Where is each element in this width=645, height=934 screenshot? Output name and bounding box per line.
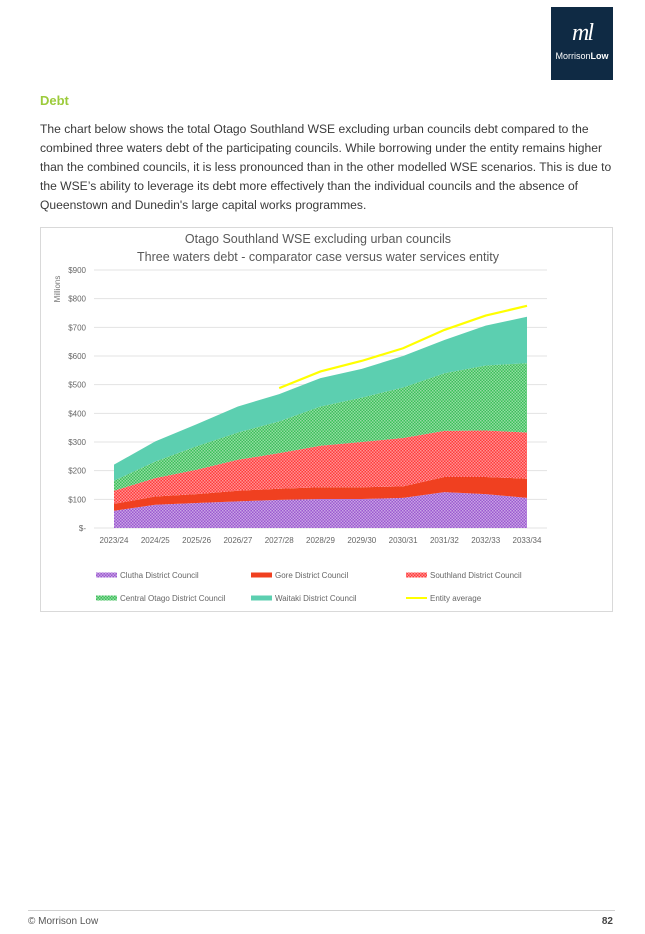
y-tick-label: $500 — [68, 381, 86, 390]
x-tick-label: 2029/30 — [347, 536, 376, 545]
x-tick-label: 2033/34 — [513, 536, 542, 545]
area-central-otago-district-council — [114, 363, 527, 491]
footer-copyright: © Morrison Low — [28, 916, 99, 927]
area-clutha-district-council — [114, 492, 527, 528]
legend-swatch — [96, 595, 117, 601]
chart-frame — [40, 227, 613, 612]
legend-swatch — [406, 572, 427, 578]
x-tick-label: 2032/33 — [471, 536, 500, 545]
legend-item: Southland District Council — [406, 571, 522, 580]
y-tick-label: $400 — [68, 409, 86, 418]
logo-mark: ml — [572, 20, 594, 46]
y-tick-label: $600 — [68, 352, 86, 361]
legend-item: Gore District Council — [251, 571, 349, 580]
legend-label: Waitaki District Council — [275, 594, 357, 603]
y-tick-label: $300 — [68, 438, 86, 447]
chart-subtitle: Three waters debt - comparator case vers… — [137, 250, 500, 264]
line-entity-average — [278, 304, 528, 390]
y-tick-label: $800 — [68, 295, 86, 304]
legend-item: Entity average — [406, 594, 482, 603]
y-tick-label: $- — [79, 524, 86, 533]
area-gore-district-council — [114, 476, 527, 511]
area-waitaki-district-council — [114, 316, 527, 481]
y-tick-label: $900 — [68, 266, 86, 275]
x-tick-label: 2030/31 — [389, 536, 418, 545]
legend-item: Central Otago District Council — [96, 594, 226, 603]
section-heading: Debt — [40, 93, 69, 108]
footer-divider — [28, 910, 615, 911]
page-number: 82 — [601, 916, 613, 927]
area-southland-district-council — [114, 430, 527, 504]
chart-title: Otago Southland WSE excluding urban coun… — [185, 232, 451, 246]
y-tick-label: $200 — [68, 467, 86, 476]
legend-swatch — [251, 572, 272, 578]
legend-item: Clutha District Council — [96, 571, 199, 580]
legend-label: Southland District Council — [430, 571, 522, 580]
morrison-low-logo: ml MorrisonLow — [551, 7, 613, 80]
legend-swatch — [251, 595, 272, 601]
y-tick-label: $700 — [68, 323, 86, 332]
legend-label: Central Otago District Council — [120, 594, 226, 603]
legend-label: Gore District Council — [275, 571, 349, 580]
legend-swatch — [96, 572, 117, 578]
x-tick-label: 2031/32 — [430, 536, 459, 545]
y-axis-label: Millions — [53, 276, 62, 303]
logo-word-low: Low — [590, 51, 609, 61]
x-tick-label: 2028/29 — [306, 536, 335, 545]
legend-item: Waitaki District Council — [251, 594, 357, 603]
x-tick-label: 2024/25 — [141, 536, 170, 545]
x-tick-label: 2023/24 — [100, 536, 129, 545]
logo-word-morrison: Morrison — [555, 51, 591, 61]
logo-wordmark: MorrisonLow — [551, 51, 613, 61]
x-tick-label: 2025/26 — [182, 536, 211, 545]
x-tick-label: 2027/28 — [265, 536, 294, 545]
y-tick-label: $100 — [68, 495, 86, 504]
legend-label: Entity average — [430, 594, 482, 603]
legend-label: Clutha District Council — [120, 571, 199, 580]
x-tick-label: 2026/27 — [223, 536, 252, 545]
body-paragraph: The chart below shows the total Otago So… — [40, 122, 612, 212]
